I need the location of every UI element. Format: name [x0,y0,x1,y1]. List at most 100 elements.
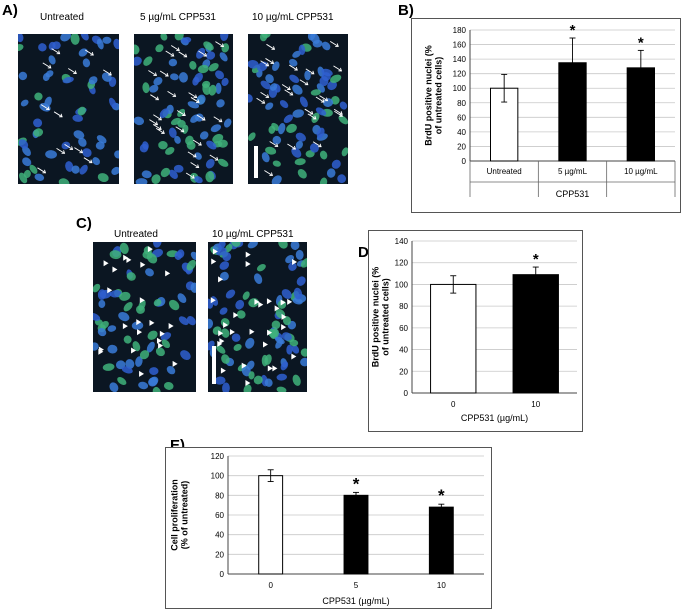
nucleus [168,169,178,179]
nucleus [199,131,209,140]
significance-marker: * [638,34,644,51]
arrowhead-marker [168,323,174,330]
nucleus [186,316,196,326]
arrowhead-marker [245,380,251,387]
arrow-marker [176,110,186,116]
nucleus [174,34,184,41]
nucleus [45,70,54,78]
panel-c-letter: C) [76,215,92,232]
nucleus [285,254,295,264]
nucleus [272,135,282,145]
y-tick-label: 0 [220,570,225,579]
y-tick-label: 40 [215,531,224,540]
micrograph-c-untreated [93,242,196,392]
nucleus [216,345,226,354]
arrow-head [274,143,279,147]
nucleus [295,249,304,260]
arrow-marker [188,92,197,98]
nucleus [178,316,189,326]
arrow-head [161,130,165,134]
nucleus [65,161,74,172]
bar [428,506,454,575]
arrow-marker [315,96,325,103]
nucleus [210,124,222,133]
nucleus [102,36,112,44]
chart-e-frame: 0 20 40 60 80 100 120 Cell proliferation(% of u… [165,447,492,609]
nucleus [60,34,71,42]
nucleus [217,139,228,148]
nucleus [243,384,252,392]
arrow-head [73,70,77,75]
arrow-head [339,111,343,115]
arrowhead-marker [245,251,251,258]
y-tick-label: 60 [215,511,224,520]
nucleus [220,34,229,42]
arrow-marker [260,92,269,98]
nucleus [327,80,337,91]
arrow-marker [312,141,322,148]
nucleus [261,152,270,163]
arrow-marker [40,104,50,110]
micrograph-canvas [248,34,348,184]
arrow-marker [307,113,317,120]
significance-marker: * [353,474,360,493]
nucleus [187,101,200,109]
nucleus [153,77,163,86]
arrow-head [59,113,63,118]
arrow-head [214,156,219,161]
nucleus [153,242,162,248]
nucleus [117,377,127,386]
nucleus [222,252,232,262]
nucleus [289,339,299,347]
arrow-head [42,169,47,174]
arrow-marker [53,111,63,118]
nucleus [194,176,203,184]
arrow-marker [64,143,73,150]
nucleus [78,48,88,57]
nucleus [280,361,289,371]
arrowhead-marker [122,323,128,330]
nucleus [180,350,191,361]
arrow-head [154,121,159,126]
arrow-head [320,98,325,103]
chart-b-frame: 0 20 40 60 80 100 120 140 160 180 BrdU positive nu… [411,18,681,213]
nucleus [248,94,253,103]
nucleus [147,330,158,340]
arrowhead-marker [280,299,286,306]
nucleus [131,321,144,330]
nucleus [107,325,117,332]
nucleus [292,109,305,118]
nucleus [291,147,302,158]
nucleus [143,56,153,66]
x-tick-label: 10 µg/mL [624,167,658,176]
arrow-marker [329,41,339,47]
arrow-head [289,91,294,96]
nucleus [109,382,119,392]
arrowhead-marker [139,297,145,304]
arrow-marker [305,68,315,75]
nucleus [233,343,242,351]
arrow-head [61,150,66,154]
arrow-marker [84,49,94,56]
nucleus [281,332,292,341]
nucleus [289,74,300,83]
nucleus [331,96,340,105]
nucleus [248,60,259,69]
nucleus [190,114,200,123]
nucleus [265,74,274,84]
nucleus [215,70,225,80]
arrow-marker [256,97,265,104]
y-tick-label: 60 [457,113,466,122]
arrowhead-marker [219,338,225,345]
nucleus [300,257,307,268]
arrow-head [269,172,274,176]
arrowhead-marker [258,301,264,308]
arrow-marker [187,151,197,158]
nucleus [82,148,92,158]
nucleus [114,150,119,159]
arrowhead-marker [126,256,132,263]
nucleus [119,242,129,255]
nucleus [173,164,184,173]
nucleus [256,264,266,272]
